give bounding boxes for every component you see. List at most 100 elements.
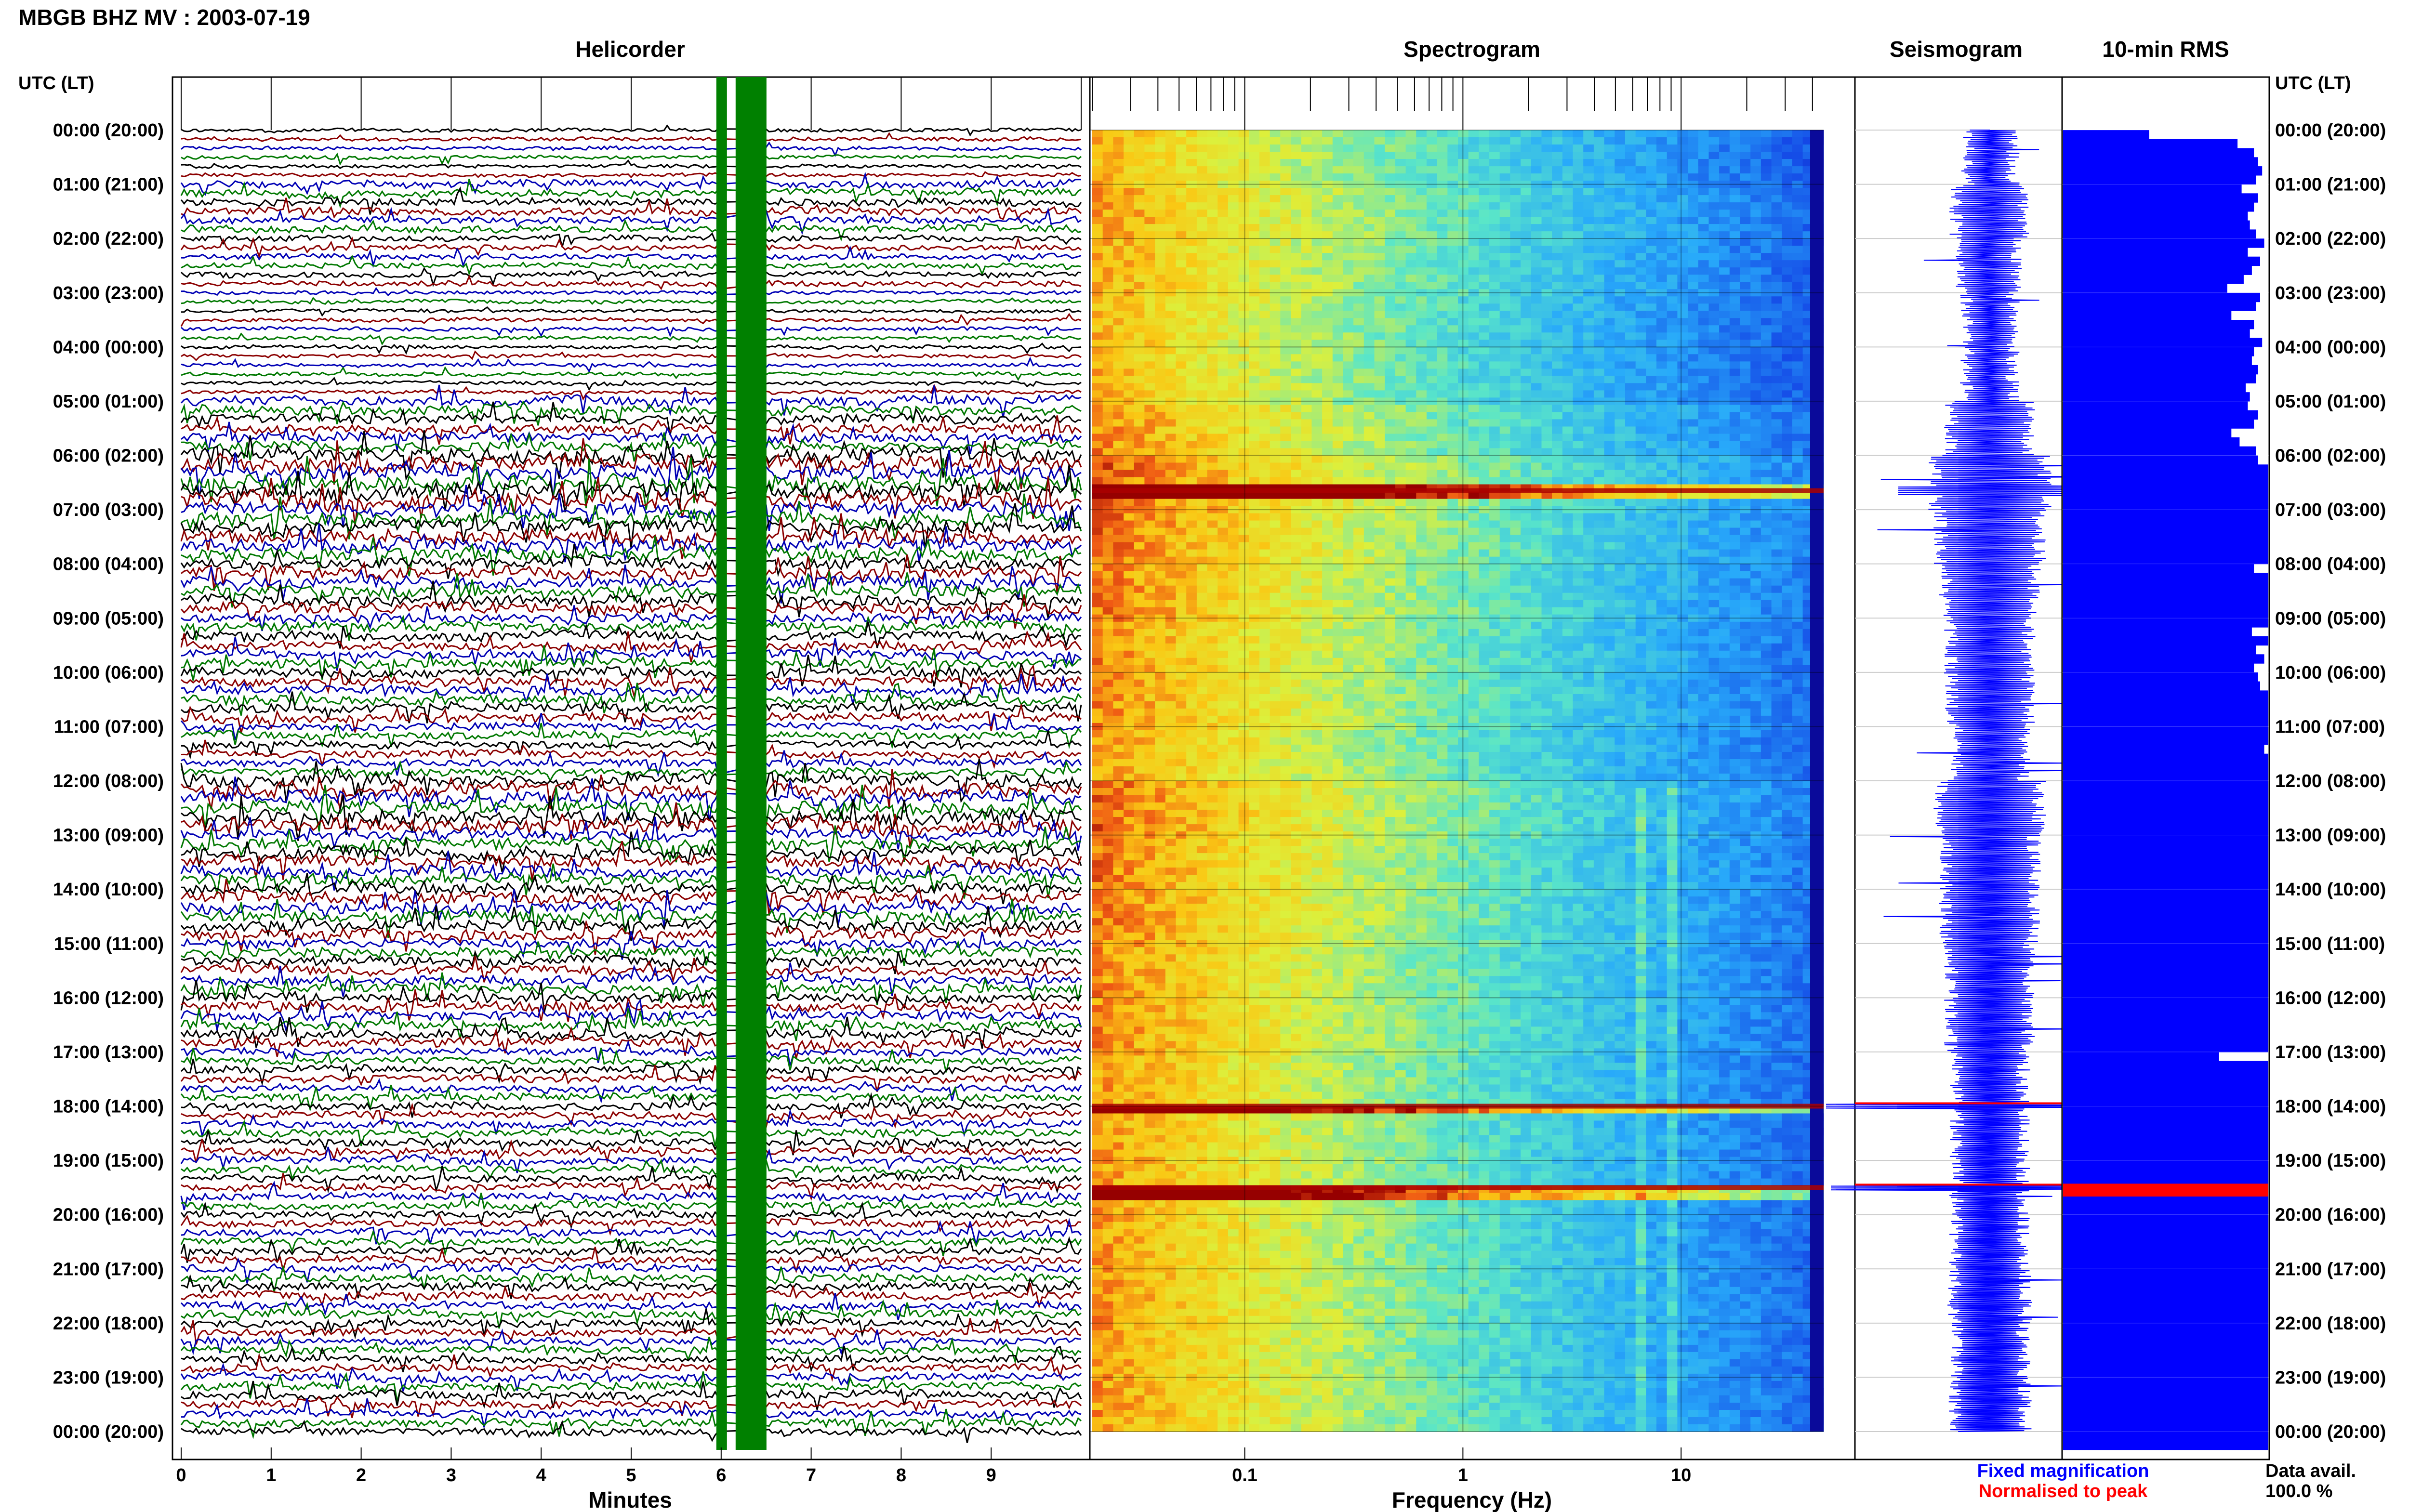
spectrogram-cell — [1635, 130, 1646, 138]
spectrogram-cell — [1405, 195, 1416, 203]
spectrogram-cell — [1322, 303, 1333, 311]
spectrogram-cell — [1092, 520, 1103, 528]
spectrogram-cell — [1176, 296, 1187, 304]
spectrogram-cell — [1113, 556, 1124, 565]
helicorder-trace — [180, 1236, 1082, 1263]
spectrogram-cell — [1301, 513, 1312, 521]
helicorder-trace — [181, 476, 1082, 526]
spectrogram-cell — [1792, 275, 1803, 282]
spectrogram-cell — [1688, 238, 1699, 246]
spectrogram-cell — [1593, 527, 1605, 536]
spectrogram-cell — [1155, 491, 1166, 500]
spectrogram-cell — [1688, 340, 1699, 347]
spectrogram-cell — [1437, 383, 1448, 391]
spectrogram-cell — [1165, 246, 1177, 253]
spectrogram-cell — [1176, 152, 1187, 159]
spectrogram-cell — [1416, 376, 1427, 383]
spectrogram-cell — [1353, 412, 1364, 420]
spectrogram-cell — [1562, 470, 1574, 478]
spectrogram-cell — [1196, 470, 1208, 478]
spectrogram-cell — [1531, 195, 1542, 203]
spectrogram-cell — [1479, 210, 1490, 217]
spectrogram-cell — [1792, 448, 1803, 456]
spectrogram-cell — [1521, 549, 1532, 557]
spectrogram-cell — [1259, 130, 1271, 138]
spectrogram-cell — [1363, 217, 1375, 224]
spectrogram-cell — [1510, 246, 1521, 253]
spectrogram-cell — [1186, 376, 1197, 383]
spectrogram-cell — [1698, 556, 1709, 565]
spectrogram-cell — [1385, 434, 1396, 442]
spectrogram-cell — [1343, 340, 1354, 347]
spectrogram-cell — [1301, 397, 1312, 405]
spectrogram-cell — [1186, 621, 1197, 630]
spectrogram-cell — [1615, 376, 1626, 383]
spectrogram-cell — [1521, 303, 1532, 311]
spectrogram-cell — [1155, 195, 1166, 203]
spectrogram-cell — [1521, 585, 1532, 593]
spectrogram-cell — [1207, 585, 1218, 593]
spectrogram-cell — [1176, 340, 1187, 347]
spectrogram-cell — [1531, 267, 1542, 275]
spectrogram-cell — [1792, 347, 1803, 355]
spectrogram-cell — [1322, 188, 1333, 196]
spectrogram-cell — [1311, 311, 1323, 318]
spectrogram-cell — [1562, 462, 1574, 471]
spectrogram-cell — [1604, 361, 1615, 369]
spectrogram-cell — [1124, 166, 1135, 174]
spectrogram-cell — [1395, 535, 1406, 543]
spectrogram-cell — [1426, 455, 1438, 463]
spectrogram-cell — [1531, 296, 1542, 304]
spectrogram-cell — [1458, 549, 1469, 557]
spectrogram-cell — [1385, 347, 1396, 355]
spectrogram-cell — [1656, 267, 1668, 275]
spectrogram-cell — [1113, 325, 1124, 333]
spectrogram-cell — [1363, 145, 1375, 152]
spectrogram-cell — [1134, 412, 1145, 420]
spectrogram-cell — [1155, 246, 1166, 253]
spectrogram-cell — [1782, 571, 1793, 579]
spectrogram-cell — [1667, 578, 1678, 586]
spectrogram-cell — [1249, 506, 1260, 514]
spectrogram-cell — [1468, 275, 1479, 282]
spectrogram-cell — [1625, 368, 1636, 376]
spectrogram-cell — [1792, 506, 1803, 514]
spectrogram-cell — [1771, 455, 1782, 463]
spectrogram-cell — [1625, 347, 1636, 355]
spectrogram-cell — [1207, 412, 1218, 420]
spectrogram-cell — [1291, 390, 1302, 398]
spectrogram-cell — [1531, 188, 1542, 196]
spectrogram-cell — [1332, 340, 1344, 347]
spectrogram-cell — [1124, 542, 1135, 550]
spectrogram-cell — [1228, 412, 1239, 420]
spectrogram-cell — [1374, 361, 1385, 369]
spectrogram-cell — [1165, 145, 1177, 152]
spectrogram-cell — [1102, 571, 1113, 579]
spectrogram-cell — [1782, 137, 1793, 145]
spectrogram-cell — [1688, 275, 1699, 282]
spectrogram-cell — [1615, 260, 1626, 268]
spectrogram-cell — [1447, 426, 1458, 434]
spectrogram-cell — [1562, 434, 1574, 442]
spectrogram-cell — [1521, 238, 1532, 246]
spectrogram-cell — [1562, 477, 1574, 485]
spectrogram-cell — [1499, 202, 1510, 210]
spectrogram-cell — [1479, 340, 1490, 347]
spectrogram-cell — [1218, 166, 1229, 174]
spectrogram-cell — [1196, 296, 1208, 304]
spectrogram-cell — [1270, 520, 1281, 528]
spectrogram-cell — [1573, 607, 1584, 615]
spectrogram-cell — [1499, 556, 1510, 565]
spectrogram-cell — [1479, 347, 1490, 355]
spectrogram-cell — [1740, 614, 1751, 622]
helicorder-trace — [180, 171, 1082, 196]
spectrogram-cell — [1322, 506, 1333, 514]
spectrogram-cell — [1113, 361, 1124, 369]
spectrogram-cell — [1353, 354, 1364, 362]
spectrogram-cell — [1301, 325, 1312, 333]
spectrogram-cell — [1541, 210, 1552, 217]
spectrogram-cell — [1228, 246, 1239, 253]
spectrogram-cell — [1489, 506, 1500, 514]
spectrogram-cell — [1228, 152, 1239, 159]
spectrogram-cell — [1635, 195, 1646, 203]
